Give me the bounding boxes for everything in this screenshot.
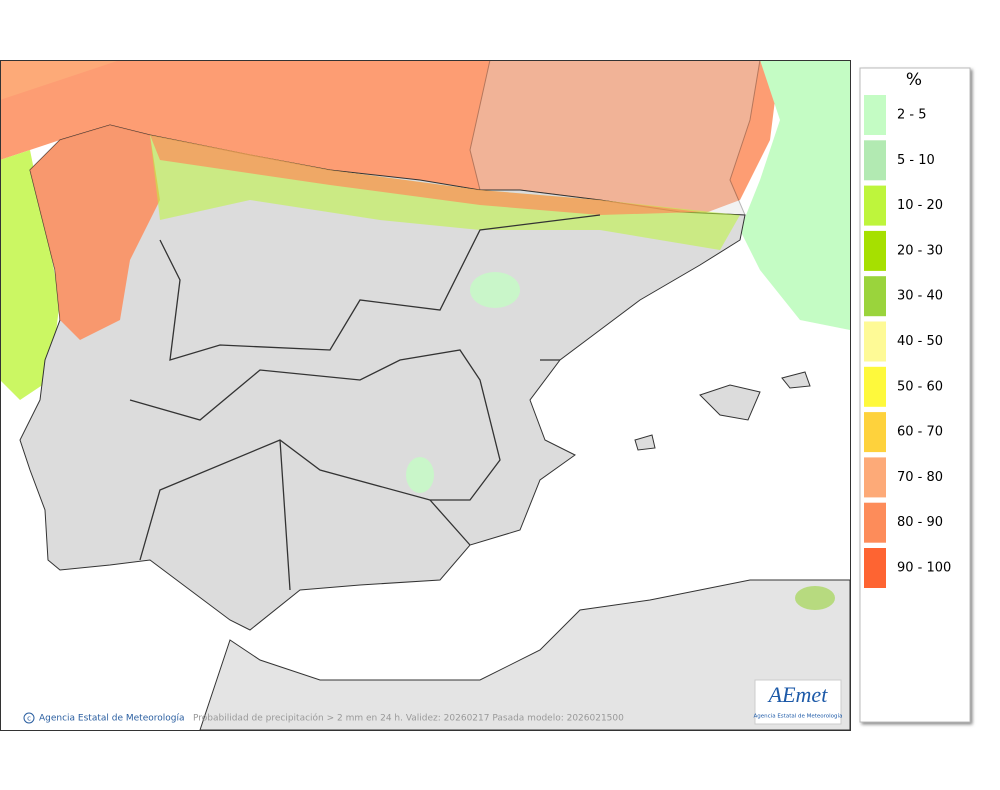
legend-swatch xyxy=(864,140,886,181)
logo-name: AEmet xyxy=(767,682,829,707)
logo-subtitle: Agencia Estatal de Meteorología xyxy=(754,713,843,720)
legend-label: 70 - 80 xyxy=(897,470,943,485)
legend-label: 20 - 30 xyxy=(897,243,943,258)
legend-label: 30 - 40 xyxy=(897,289,943,304)
map-caption: Probabilidad de precipitación > 2 mm en … xyxy=(193,713,624,724)
legend-label: 90 - 100 xyxy=(897,561,951,576)
legend-swatch xyxy=(864,185,886,226)
map-frame xyxy=(0,60,851,731)
legend-label: 80 - 90 xyxy=(897,515,943,530)
legend-label: 60 - 70 xyxy=(897,425,943,440)
legend-label: 2 - 5 xyxy=(897,108,927,123)
legend-swatch xyxy=(864,230,886,271)
legend-label: 5 - 10 xyxy=(897,153,935,168)
copyright-icon: c xyxy=(27,715,31,723)
map xyxy=(1,60,850,730)
legend-swatch xyxy=(864,457,886,498)
legend-title: % xyxy=(906,70,922,90)
logo-box xyxy=(754,679,842,725)
legend-label: 50 - 60 xyxy=(897,379,943,394)
legend-label: 10 - 20 xyxy=(897,198,943,213)
legend-swatch xyxy=(864,95,886,135)
legend-swatch xyxy=(864,276,886,317)
legend-swatch xyxy=(864,321,886,362)
legend-swatch xyxy=(864,502,886,543)
legend-swatch xyxy=(864,548,886,588)
legend-label: 40 - 50 xyxy=(897,334,943,349)
legend-swatch xyxy=(864,366,886,407)
copyright-icon xyxy=(23,712,35,724)
legend: % 2 - 5 5 - 10 10 - 20 20 - 30 30 - 40 40 - 5… xyxy=(859,67,971,723)
legend-swatch xyxy=(864,412,886,453)
copyright: Agencia Estatal de Meteorología xyxy=(39,714,185,724)
